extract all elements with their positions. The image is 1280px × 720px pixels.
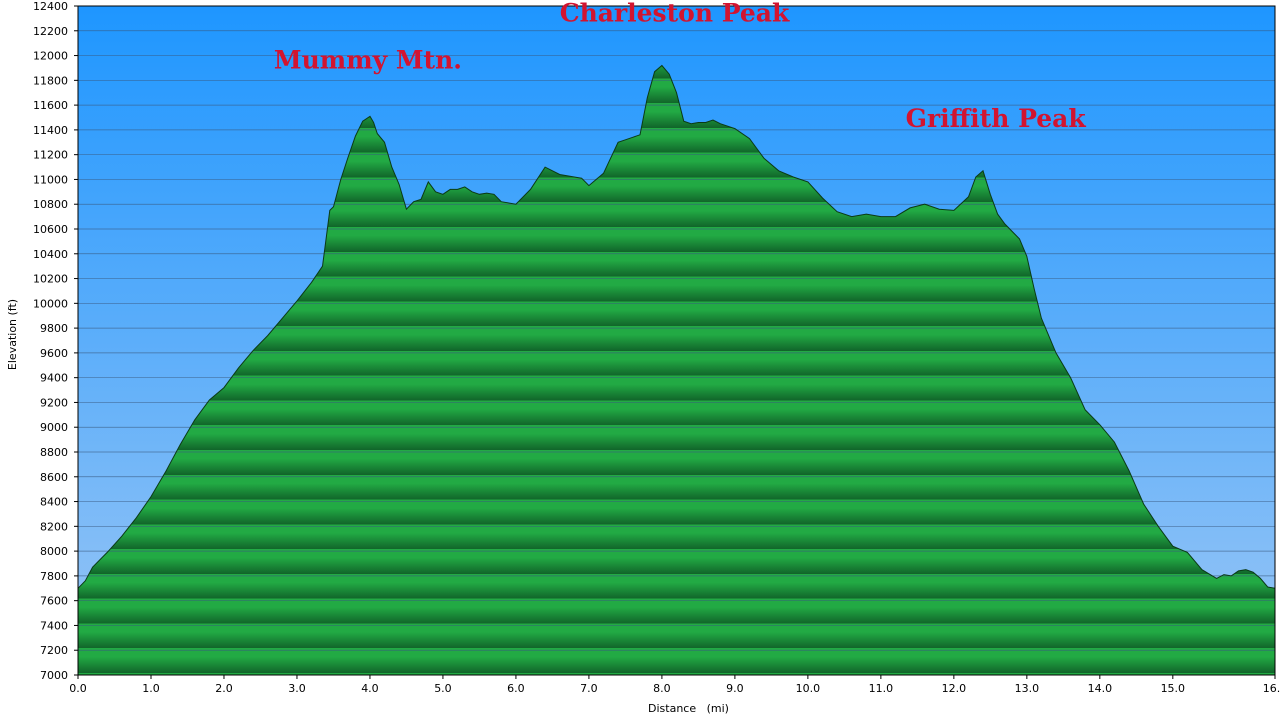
y-tick-label: 7000	[40, 669, 68, 682]
y-tick-label: 11600	[33, 99, 68, 112]
x-tick-label: 15.0	[1161, 682, 1186, 695]
y-tick-label: 9200	[40, 396, 68, 409]
y-tick-label: 8400	[40, 496, 68, 509]
y-tick-label: 12200	[33, 25, 68, 38]
y-tick-label: 8000	[40, 545, 68, 558]
y-tick-label: 10800	[33, 198, 68, 211]
y-tick-label: 8200	[40, 520, 68, 533]
y-tick-label: 11000	[33, 173, 68, 186]
peak-annotations: Mummy Mtn. Charleston Peak Griffith Peak	[274, 0, 1086, 133]
gridlines	[78, 30, 1275, 651]
x-tick-label: 2.0	[215, 682, 233, 695]
x-tick-label: 10.0	[796, 682, 821, 695]
y-tick-label: 10400	[33, 248, 68, 261]
y-tick-label: 7800	[40, 570, 68, 583]
y-tick-label: 7600	[40, 595, 68, 608]
y-tick-label: 11800	[33, 74, 68, 87]
x-axis-title: Distance (mi)	[648, 702, 729, 715]
y-tick-label: 9800	[40, 322, 68, 335]
peak-label: Mummy Mtn.	[274, 45, 462, 74]
x-tick-label: 12.0	[942, 682, 967, 695]
y-tick-label: 7200	[40, 644, 68, 657]
y-tick-label: 11400	[33, 124, 68, 137]
x-tick-label: 9.0	[726, 682, 744, 695]
y-axis-title: Elevation (ft)	[6, 299, 19, 370]
plot-frame	[77, 5, 1276, 676]
y-tick-label: 10600	[33, 223, 68, 236]
x-tick-label: 1.0	[142, 682, 160, 695]
y-tick-label: 9400	[40, 372, 68, 385]
x-tick-label: 11.0	[869, 682, 894, 695]
y-axis-ticks: 7000 7200 7400 7600 7800 8000 8200 8400 8600 8800…	[33, 0, 78, 682]
x-tick-label: 14.0	[1088, 682, 1113, 695]
y-tick-label: 12000	[33, 50, 68, 63]
x-tick-label: 7.0	[580, 682, 598, 695]
x-tick-label: 0.0	[69, 682, 87, 695]
y-tick-label: 8800	[40, 446, 68, 459]
y-tick-label: 12400	[33, 0, 68, 13]
elevation-line-layer	[78, 64, 1275, 589]
elevation-area-layer	[78, 65, 1275, 675]
x-tick-label: 8.0	[653, 682, 671, 695]
peak-label: Griffith Peak	[906, 104, 1087, 133]
x-tick-label: 5.0	[434, 682, 452, 695]
x-tick-label: 3.0	[288, 682, 306, 695]
y-tick-label: 10000	[33, 297, 68, 310]
x-axis-ticks: 0.0 1.0 2.0 3.0 4.0 5.0 6.0 7.0 8.0 9.0 10.0 11.0 12…	[69, 675, 1280, 695]
x-tick-label: 13.0	[1015, 682, 1040, 695]
x-tick-label: 4.0	[361, 682, 379, 695]
peak-label: Charleston Peak	[560, 0, 790, 27]
elevation-area	[78, 65, 1275, 675]
y-tick-label: 8600	[40, 471, 68, 484]
x-tick-label: 6.0	[507, 682, 525, 695]
x-tick-label: 16.4	[1263, 682, 1280, 695]
y-tick-label: 9600	[40, 347, 68, 360]
elevation-line	[78, 64, 1275, 589]
y-tick-label: 10200	[33, 273, 68, 286]
y-tick-label: 11200	[33, 149, 68, 162]
y-tick-label: 9000	[40, 421, 68, 434]
y-tick-label: 7400	[40, 619, 68, 632]
